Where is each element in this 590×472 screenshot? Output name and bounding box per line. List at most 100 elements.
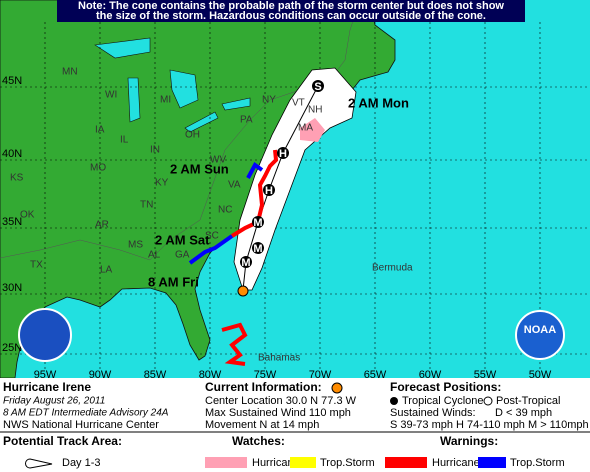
state-label: WI [105,90,117,101]
current-line: Center Location 30.0 N 77.3 W [205,395,357,407]
note-box [57,0,525,22]
watches: Watches: [232,434,285,448]
state-label: AL [148,250,161,261]
cone [233,67,357,291]
track-letter: H [279,148,287,160]
lon-label: 65W [364,369,387,381]
ts-warning-chesapeake [246,162,264,179]
state-label: VT [292,98,305,109]
winds-d: D < 39 mph [495,407,552,419]
state-label: IA [95,125,105,136]
date: Friday August 26, 2011 [3,396,105,407]
bahamas-warning [221,322,248,366]
current-center [237,285,249,297]
track-letter: M [253,243,262,255]
current-line: Max Sustained Wind 110 mph [205,407,351,419]
lon-label: 60W [419,369,442,381]
watch-ts: Trop.Storm [320,457,375,469]
hurricane-warning [230,149,279,238]
swatch [385,457,427,468]
forecast-title: Forecast Positions: [390,380,501,394]
state-label: SC [205,231,219,242]
track-point [312,80,324,92]
state-label: LA [100,265,113,276]
borders [0,0,361,261]
state-label: PA [240,115,253,126]
winds-shm: S 39-73 mph H 74-110 mph M > 110mph [390,419,589,431]
lon-label: 70W [309,369,332,381]
track-letter: S [314,81,321,93]
lat-label: 35N [2,216,22,228]
state-label: VA [228,180,241,191]
state-label: OK [20,210,35,221]
warn-ts: Trop.Storm [510,457,565,469]
noaa-logo [515,310,565,360]
track-letter: H [265,185,273,197]
pt-label: Post-Tropical [496,395,560,407]
lat-label: 45N [2,75,22,87]
tc-icon [390,397,398,405]
place-label: Bermuda [372,263,413,274]
state-label: MN [62,67,78,78]
lat-label: 40N [2,148,22,160]
lon-label: 55W [474,369,497,381]
track-point [252,242,264,254]
day: Day 1-3 [62,457,101,469]
ts-warning [188,234,234,265]
state-label: MO [90,163,106,174]
state-label: WV [210,155,226,166]
state-label: NH [308,105,322,116]
track-letter: M [241,257,250,269]
time-label: 2 AM Mon [348,95,409,110]
swatch [478,457,506,468]
time-label: 8 AM Fri [148,274,199,289]
current-title: Current Information: [205,380,322,394]
note: the size of the storm. Hazardous conditi… [96,10,486,22]
state-label: NC [218,205,232,216]
warn-hurr: Hurricane [432,457,480,469]
storm-name: Hurricane Irene [3,380,91,394]
lon-label: 75W [254,369,277,381]
state-label: MI [160,95,171,106]
lon-label: 85W [144,369,167,381]
track-point [252,216,264,228]
lon-label: 90W [89,369,112,381]
noaa-text: NOAA [524,324,556,336]
current-icon [331,382,343,394]
advisory: 8 AM EDT Intermediate Advisory 24A [3,408,169,419]
warnings: Warnings: [440,434,498,448]
map-labels: 45N 40N 35N 30N 25N 95W 90W 85W 80W 75W 70W 65W 60W 5… [2,67,552,381]
lat-label: 30N [2,282,22,294]
tc-label: Tropical Cyclone [402,395,484,407]
current-line: Movement N at 14 mph [205,419,319,431]
cone-icon [25,458,53,469]
note: Note: The cone contains the probable pat… [78,0,504,12]
hurricane-watch [300,118,325,142]
lon-label: 95W [34,369,57,381]
winds: Sustained Winds: [390,407,476,419]
lon-label: 80W [199,369,222,381]
track-point [277,147,289,159]
state-label: AR [95,220,109,231]
track-point [263,184,275,196]
state-label: IN [150,145,160,156]
state-label: IL [120,135,129,146]
pt-icon [483,396,493,406]
state-label: NY [262,95,276,106]
swatch [290,457,316,468]
center: NWS National Hurricane Center [3,419,159,431]
swatch [205,457,247,468]
lon-label: 50W [529,369,552,381]
time-label: 2 AM Sat [155,232,210,247]
place-label: Bahamas [258,353,300,364]
track-point [240,256,252,268]
filler [332,330,345,345]
state-label: GA [175,250,190,261]
state-label: TN [140,200,153,211]
nws-logo [18,308,72,362]
state-label: OH [185,130,200,141]
state-label: KS [10,173,24,184]
